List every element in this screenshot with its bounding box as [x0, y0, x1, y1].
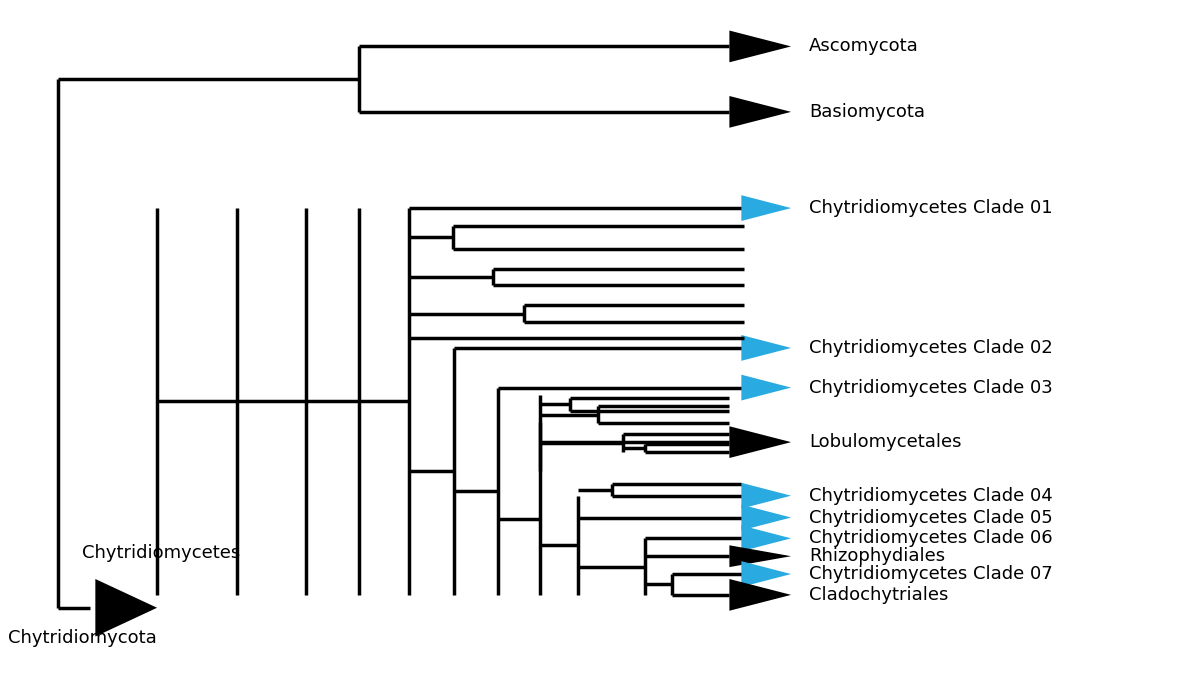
Polygon shape — [730, 96, 791, 128]
Polygon shape — [730, 427, 791, 458]
Text: Chytridiomycetes Clade 05: Chytridiomycetes Clade 05 — [809, 508, 1052, 527]
Text: Ascomycota: Ascomycota — [809, 37, 919, 55]
Text: Chytridiomycetes: Chytridiomycetes — [83, 544, 241, 562]
Text: Basiomycota: Basiomycota — [809, 103, 925, 121]
Polygon shape — [742, 195, 791, 221]
Text: Chytridiomycetes Clade 06: Chytridiomycetes Clade 06 — [809, 529, 1052, 548]
Text: Cladochytriales: Cladochytriales — [809, 586, 948, 604]
Text: Chytridiomycetes Clade 07: Chytridiomycetes Clade 07 — [809, 565, 1052, 583]
Text: Chytridiomycetes Clade 02: Chytridiomycetes Clade 02 — [809, 339, 1052, 357]
Text: Chytridiomycetes Clade 01: Chytridiomycetes Clade 01 — [809, 199, 1052, 217]
Polygon shape — [742, 561, 791, 587]
Polygon shape — [730, 30, 791, 62]
Polygon shape — [742, 525, 791, 551]
Text: Chytridiomycota: Chytridiomycota — [7, 629, 156, 646]
Polygon shape — [742, 483, 791, 508]
Polygon shape — [730, 579, 791, 610]
Polygon shape — [730, 546, 791, 567]
Polygon shape — [742, 504, 791, 531]
Text: Lobulomycetales: Lobulomycetales — [809, 433, 961, 451]
Polygon shape — [742, 335, 791, 361]
Polygon shape — [742, 375, 791, 400]
Text: Chytridiomycetes Clade 03: Chytridiomycetes Clade 03 — [809, 379, 1052, 397]
Text: Chytridiomycetes Clade 04: Chytridiomycetes Clade 04 — [809, 487, 1052, 505]
Polygon shape — [95, 579, 157, 637]
Text: Rhizophydiales: Rhizophydiales — [809, 547, 946, 565]
